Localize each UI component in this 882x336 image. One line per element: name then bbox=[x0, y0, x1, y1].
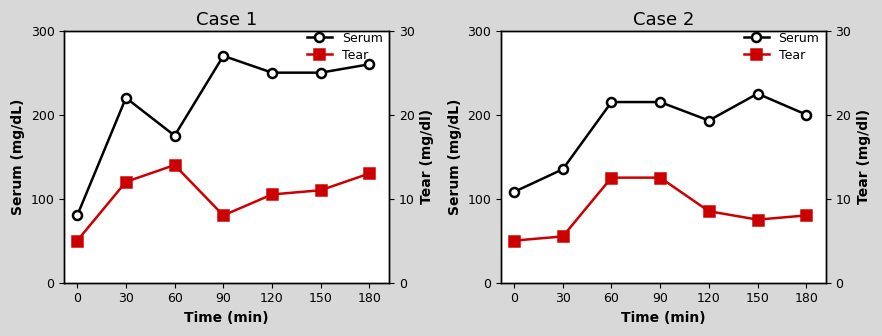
Legend: Serum, Tear: Serum, Tear bbox=[307, 32, 383, 61]
Tear bbox=[266, 193, 277, 197]
Tear bbox=[72, 239, 83, 243]
Tear bbox=[364, 171, 375, 175]
Line: Tear: Tear bbox=[510, 173, 811, 245]
Serum bbox=[509, 190, 519, 194]
Tear bbox=[704, 209, 714, 213]
Line: Tear: Tear bbox=[72, 161, 374, 245]
Tear bbox=[509, 239, 519, 243]
Tear bbox=[316, 188, 326, 192]
Tear bbox=[606, 176, 617, 180]
Serum bbox=[606, 100, 617, 104]
Title: Case 2: Case 2 bbox=[632, 11, 694, 29]
Y-axis label: Tear (mg/dl): Tear (mg/dl) bbox=[857, 109, 871, 204]
Tear bbox=[752, 218, 763, 222]
Y-axis label: Serum (mg/dL): Serum (mg/dL) bbox=[11, 98, 25, 215]
Tear bbox=[169, 163, 180, 167]
Tear bbox=[218, 213, 228, 217]
Serum bbox=[654, 100, 665, 104]
Y-axis label: Serum (mg/dL): Serum (mg/dL) bbox=[448, 98, 462, 215]
Serum bbox=[316, 71, 326, 75]
Tear bbox=[557, 235, 568, 239]
Legend: Serum, Tear: Serum, Tear bbox=[744, 32, 819, 61]
Line: Serum: Serum bbox=[510, 89, 811, 197]
Serum bbox=[752, 92, 763, 96]
Title: Case 1: Case 1 bbox=[196, 11, 258, 29]
Serum bbox=[557, 167, 568, 171]
Y-axis label: Tear (mg/dl): Tear (mg/dl) bbox=[420, 109, 434, 204]
Serum bbox=[266, 71, 277, 75]
X-axis label: Time (min): Time (min) bbox=[184, 311, 269, 325]
Serum bbox=[218, 54, 228, 58]
Tear bbox=[654, 176, 665, 180]
Serum bbox=[801, 113, 811, 117]
X-axis label: Time (min): Time (min) bbox=[621, 311, 706, 325]
Serum bbox=[169, 134, 180, 138]
Serum bbox=[121, 96, 131, 100]
Tear bbox=[801, 213, 811, 217]
Tear bbox=[121, 180, 131, 184]
Serum bbox=[72, 213, 83, 217]
Serum bbox=[704, 119, 714, 123]
Line: Serum: Serum bbox=[72, 51, 374, 220]
Serum bbox=[364, 62, 375, 66]
